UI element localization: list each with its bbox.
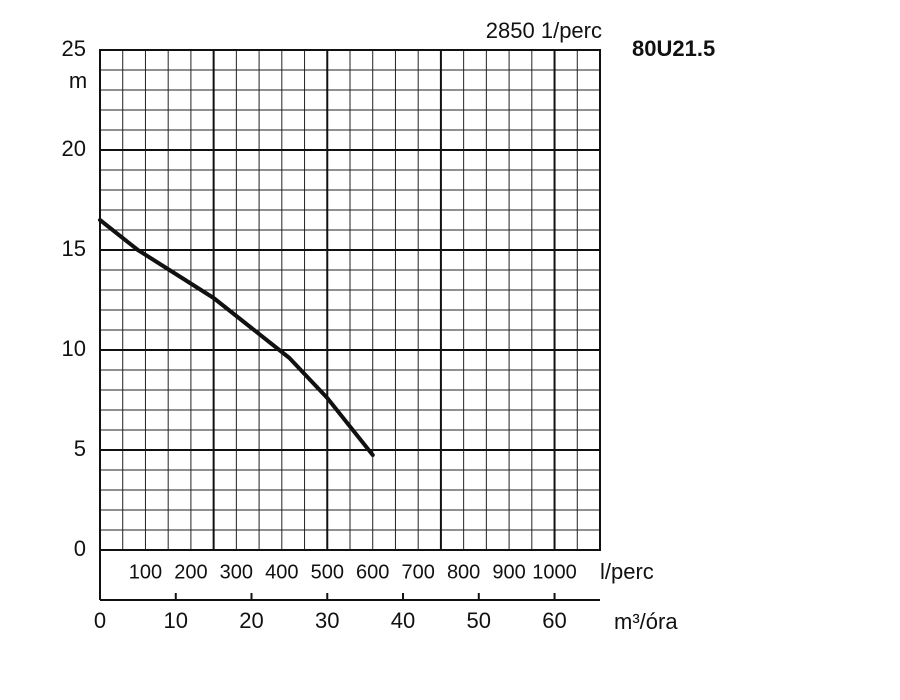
x2-axis-label: l/perc — [600, 559, 654, 584]
x2-tick-label: 700 — [401, 561, 434, 583]
y-tick-label: 20 — [62, 136, 86, 161]
x2-tick-label: 400 — [265, 561, 298, 583]
y-tick-label: 15 — [62, 236, 86, 261]
plot-frame — [99, 49, 601, 551]
x-tick-label: 50 — [467, 608, 491, 633]
x-tick-label: 60 — [542, 608, 566, 633]
y-axis-label: m — [69, 68, 87, 93]
x-tick-label: 0 — [94, 608, 106, 633]
chart-title: 80U21.5 — [632, 36, 715, 61]
x2-tick-label: 500 — [311, 561, 344, 583]
x2-tick-label: 1000 — [532, 561, 577, 583]
x2-tick-label: 300 — [220, 561, 253, 583]
x2-tick-label: 900 — [492, 561, 525, 583]
y-tick-label: 10 — [62, 336, 86, 361]
x-tick-label: 20 — [239, 608, 263, 633]
x-tick-label: 30 — [315, 608, 339, 633]
y-tick-label: 5 — [74, 436, 86, 461]
x-tick-label: 40 — [391, 608, 415, 633]
x-axis-label: m³/óra — [614, 609, 678, 634]
x-tick-label: 10 — [164, 608, 188, 633]
x2-tick-label: 800 — [447, 561, 480, 583]
y-tick-label: 25 — [62, 36, 86, 61]
y-tick-label: 0 — [74, 536, 86, 561]
pump-curve — [98, 218, 375, 457]
chart-subtitle: 2850 1/perc — [486, 18, 602, 43]
x2-tick-label: 600 — [356, 561, 389, 583]
x2-tick-label: 100 — [129, 561, 162, 583]
x2-tick-label: 200 — [174, 561, 207, 583]
